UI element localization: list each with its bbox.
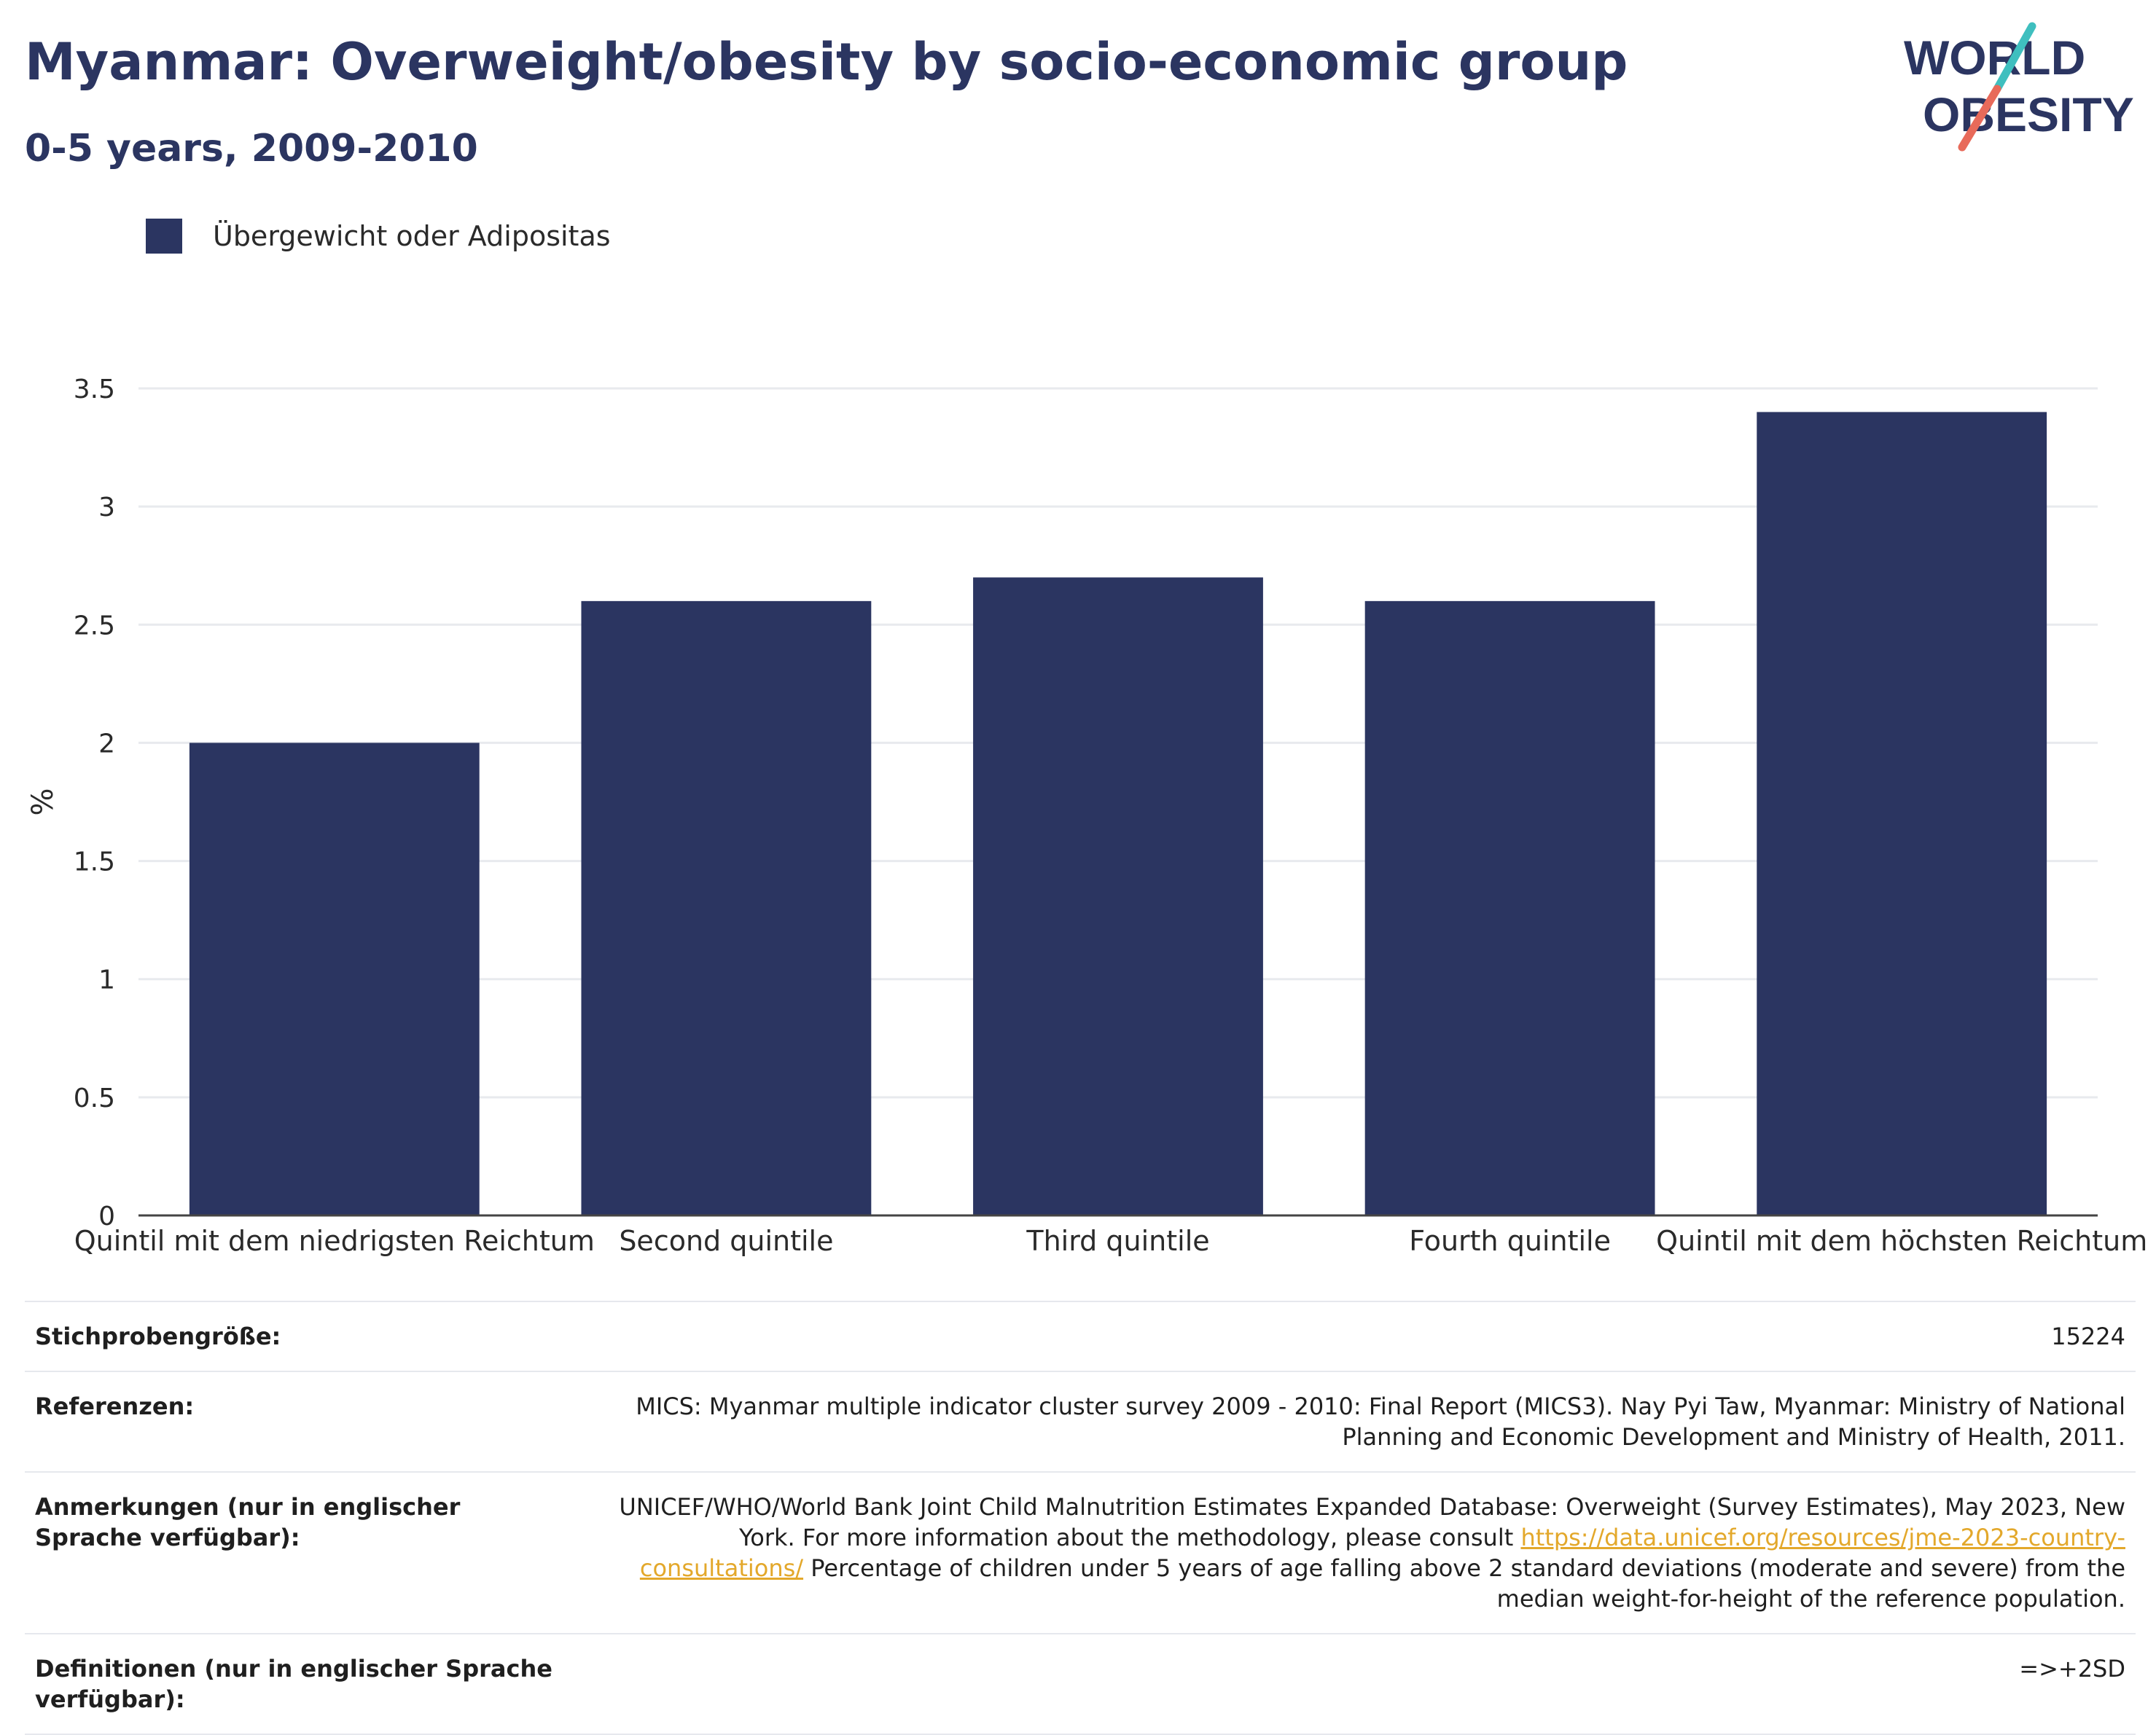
y-tick-label: 3 bbox=[98, 493, 115, 522]
bar bbox=[581, 600, 872, 1215]
info-row-references: Referenzen: MICS: Myanmar multiple indic… bbox=[25, 1371, 2136, 1472]
x-tick-label: Fourth quintile bbox=[1409, 1225, 1611, 1257]
definitions-label: Definitionen (nur in englischer Sprache … bbox=[35, 1655, 552, 1713]
y-tick-label: 1 bbox=[98, 966, 115, 995]
info-table: Stichprobengröße: 15224 Referenzen: MICS… bbox=[25, 1301, 2136, 1735]
y-tick-label: 2.5 bbox=[74, 611, 115, 641]
notes-label: Anmerkungen (nur in englischer Sprache v… bbox=[35, 1493, 461, 1551]
y-tick-label: 0.5 bbox=[74, 1084, 115, 1113]
definitions-value: =>+2SD bbox=[2019, 1655, 2125, 1683]
y-axis-label: % bbox=[26, 788, 60, 815]
legend-swatch bbox=[146, 219, 182, 254]
logo-slash-bottom bbox=[1958, 85, 2001, 152]
sample-size-label: Stichprobengröße: bbox=[35, 1323, 281, 1350]
chart-legend: Übergewicht oder Adipositas bbox=[146, 217, 611, 255]
bar-chart: 0 0.5 1 1.5 2 2.5 3 3.5% Quintil mit dem niedrig… bbox=[26, 375, 2147, 1257]
x-tick-label: Quintil mit dem höchsten Reichtum bbox=[1656, 1225, 2147, 1257]
references-value: MICS: Myanmar multiple indicator cluster… bbox=[636, 1393, 2125, 1451]
notes-text-before: UNICEF/WHO/World Bank Joint Child Malnut… bbox=[619, 1493, 2125, 1551]
bar bbox=[189, 743, 480, 1215]
bar bbox=[1364, 600, 1655, 1215]
x-tick-label: Second quintile bbox=[619, 1225, 833, 1257]
sample-size-value: 15224 bbox=[2051, 1323, 2125, 1350]
chart-title: Myanmar: Overweight/obesity by socio-eco… bbox=[25, 32, 1628, 92]
info-row-notes: Anmerkungen (nur in englischer Sprache v… bbox=[25, 1472, 2136, 1634]
logo-text-world: WORLD bbox=[1904, 31, 2085, 85]
bar bbox=[973, 577, 1263, 1215]
world-obesity-logo: WORLD OBESITY bbox=[1904, 22, 2134, 152]
legend-label: Übergewicht oder Adipositas bbox=[213, 220, 611, 252]
info-row-definitions: Definitionen (nur in englischer Sprache … bbox=[25, 1634, 2136, 1734]
y-tick-label: 1.5 bbox=[74, 847, 115, 877]
y-tick-label: 3.5 bbox=[74, 375, 115, 404]
y-tick-label: 0 bbox=[98, 1202, 115, 1231]
x-tick-label: Quintil mit dem niedrigsten Reichtum bbox=[74, 1225, 595, 1257]
x-tick-label: Third quintile bbox=[1026, 1225, 1209, 1257]
info-row-sample-size: Stichprobengröße: 15224 bbox=[25, 1301, 2136, 1371]
bar bbox=[1757, 412, 2047, 1215]
notes-text-after: Percentage of children under 5 years of … bbox=[803, 1554, 2125, 1613]
notes-value: UNICEF/WHO/World Bank Joint Child Malnut… bbox=[570, 1472, 2136, 1634]
y-tick-label: 2 bbox=[98, 729, 115, 759]
logo-slash-top bbox=[1993, 22, 2036, 93]
chart-subtitle: 0-5 years, 2009-2010 bbox=[25, 127, 478, 171]
notes-link[interactable]: https://data.unicef.org/resources/jme-20… bbox=[639, 1524, 2125, 1582]
references-label: Referenzen: bbox=[35, 1393, 195, 1420]
logo-text-obesity: OBESITY bbox=[1923, 87, 2134, 141]
